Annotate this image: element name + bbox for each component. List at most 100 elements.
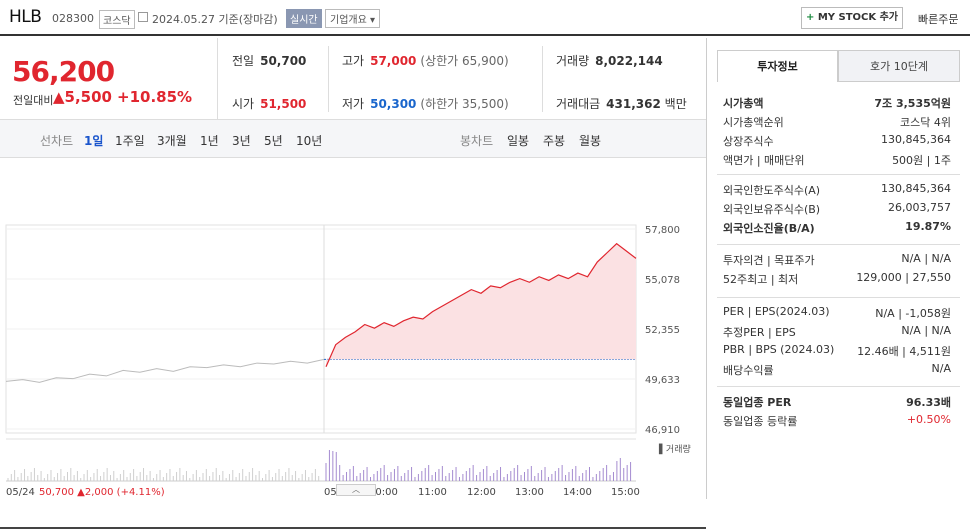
period-1d[interactable]: 1일 <box>84 134 104 148</box>
info-value: 130,845,364 <box>881 133 951 146</box>
info-label: 액면가 | 매매단위 <box>723 154 805 167</box>
today-area <box>326 243 636 367</box>
high-price: 고가 57,000 (상한가 65,900) <box>342 54 509 68</box>
info-label: PBR | BPS (2024.03) <box>723 343 835 356</box>
info-value: 19.87% <box>905 220 951 233</box>
open-price: 시가 51,500 <box>232 97 307 111</box>
period-selector: 선차트 1일 1주일 3개월 1년 3년 5년 10년 봉차트 일봉 주봉 월봉 <box>0 120 706 158</box>
info-value: N/A | -1,058원 <box>875 307 951 320</box>
x-tick-label: 14:00 <box>563 487 592 498</box>
change-label: 전일대비 <box>13 94 54 107</box>
info-value: 12.46배 | 4,511원 <box>857 345 951 358</box>
info-label: 투자의견 | 목표주가 <box>723 254 815 267</box>
info-label: 외국인한도주식수(A) <box>723 184 821 197</box>
info-label: PER | EPS(2024.03) <box>723 305 830 318</box>
info-row: 동일업종 PER 96.33배 <box>723 394 951 412</box>
prev-close: 전일 50,700 <box>232 54 307 68</box>
info-row: PBR | BPS (2024.03) 12.46배 | 4,511원 <box>723 343 951 361</box>
volume: 거래량 8,022,144 <box>556 54 663 68</box>
info-value: 26,003,757 <box>888 201 951 214</box>
period-3y[interactable]: 3년 <box>232 134 251 148</box>
divider <box>717 297 960 298</box>
info-row: 상장주식수 130,845,364 <box>723 133 951 151</box>
info-value: 500원 | 1주 <box>892 154 951 167</box>
low-price: 저가 50,300 (하한가 35,500) <box>342 97 509 111</box>
info-value: N/A | N/A <box>901 324 951 337</box>
info-value: 96.33배 <box>906 396 951 409</box>
y-tick-label: 52,355 <box>645 325 680 336</box>
candle-chart-label: 봉차트 <box>460 134 494 148</box>
info-label: 외국인소진율(B/A) <box>723 222 815 235</box>
collapse-toggle[interactable]: ︿ <box>336 484 376 496</box>
volume-label: ▌거래량 <box>658 443 691 455</box>
y-tick-label: 57,800 <box>645 225 680 236</box>
info-row: 52주최고 | 최저 129,000 | 27,550 <box>723 271 951 289</box>
info-label: 시가총액순위 <box>723 116 784 129</box>
realtime-button[interactable]: 실시간 <box>286 9 322 28</box>
divider <box>542 46 543 112</box>
info-row: 시가총액 7조 3,535억원 <box>723 95 951 113</box>
company-info-dropdown[interactable]: 기업개요 ▾ <box>325 9 380 28</box>
info-label: 시가총액 <box>723 97 764 110</box>
info-value: N/A <box>931 362 951 375</box>
info-value: N/A | N/A <box>901 252 951 265</box>
info-row: 액면가 | 매매단위 500원 | 1주 <box>723 152 951 170</box>
prev-day-summary: 50,700 ▲2,000 (+4.11%) <box>39 487 165 498</box>
stock-name: HLB <box>9 7 42 27</box>
info-value: 코스닥 4위 <box>900 116 951 129</box>
tab-orderbook[interactable]: 호가 10단계 <box>838 50 960 82</box>
info-value: +0.50% <box>906 413 951 426</box>
x-tick-label: 11:00 <box>418 487 447 498</box>
info-row: 투자의견 | 목표주가 N/A | N/A <box>723 252 951 270</box>
info-label: 52주최고 | 최저 <box>723 273 799 286</box>
market-badge: 코스닥 <box>99 10 135 29</box>
candle-weekly[interactable]: 주봉 <box>543 134 566 148</box>
info-row: 외국인보유주식수(B) 26,003,757 <box>723 201 951 219</box>
candle-monthly[interactable]: 월봉 <box>579 134 602 148</box>
mystock-label: MY STOCK 추가 <box>817 12 899 23</box>
info-value: 130,845,364 <box>881 182 951 195</box>
info-value: 7조 3,535억원 <box>874 97 951 110</box>
info-row: PER | EPS(2024.03) N/A | -1,058원 <box>723 305 951 323</box>
period-1y[interactable]: 1년 <box>200 134 219 148</box>
info-label: 동일업종 등락률 <box>723 415 798 428</box>
quick-order-button[interactable]: 빠른주문 <box>918 13 959 26</box>
info-label: 배당수익률 <box>723 364 774 377</box>
mystock-add-button[interactable]: + MY STOCK 추가 <box>801 7 903 29</box>
divider <box>717 386 960 387</box>
divider <box>717 244 960 245</box>
candle-daily[interactable]: 일봉 <box>507 134 530 148</box>
x-tick-label: 13:00 <box>515 487 544 498</box>
today-line <box>325 242 637 367</box>
info-row: 외국인한도주식수(A) 130,845,364 <box>723 182 951 200</box>
period-10y[interactable]: 10년 <box>296 134 323 148</box>
info-row: 외국인소진율(B/A) 19.87% <box>723 220 951 238</box>
tab-invest-info[interactable]: 투자정보 <box>717 50 838 82</box>
y-tick-label: 49,633 <box>645 375 680 386</box>
info-label: 외국인보유주식수(B) <box>723 203 821 216</box>
info-row: 동일업종 등락률 +0.50% <box>723 413 951 431</box>
price-chart-panel: 56,200 전일대비 ▲5,500 +10.85% 전일 50,700 고가 57… <box>0 38 706 529</box>
period-1w[interactable]: 1주일 <box>115 134 145 148</box>
trade-amount: 거래대금 431,362 백만 <box>556 97 687 111</box>
y-tick-label: 46,910 <box>645 425 680 436</box>
info-value: 129,000 | 27,550 <box>856 271 951 284</box>
divider <box>328 46 329 112</box>
info-label: 추정PER | EPS <box>723 326 796 339</box>
line-chart-label: 선차트 <box>40 134 74 148</box>
current-price-box: 56,200 전일대비 ▲5,500 +10.85% <box>0 38 218 120</box>
price-chart-svg: 57,80055,07852,35549,63346,910▌거래량05/240… <box>5 224 691 498</box>
quote-summary: 전일 50,700 고가 57,000 (상한가 65,900) 거래량 8,022,1… <box>218 38 706 120</box>
date-text: 2024.05.27 기준(장마감) <box>152 13 278 26</box>
calendar-icon <box>138 12 148 22</box>
info-row: 추정PER | EPS N/A | N/A <box>723 324 951 342</box>
period-3m[interactable]: 3개월 <box>157 134 187 148</box>
price-chart: 57,80055,07852,35549,63346,910▌거래량05/240… <box>0 158 706 499</box>
period-5y[interactable]: 5년 <box>264 134 283 148</box>
current-price: 56,200 <box>12 55 115 88</box>
change-value: ▲5,500 <box>53 88 112 106</box>
plus-icon: + <box>805 12 818 23</box>
info-tabs: 투자정보 호가 10단계 <box>717 50 960 82</box>
change-percent: +10.85% <box>117 88 193 106</box>
